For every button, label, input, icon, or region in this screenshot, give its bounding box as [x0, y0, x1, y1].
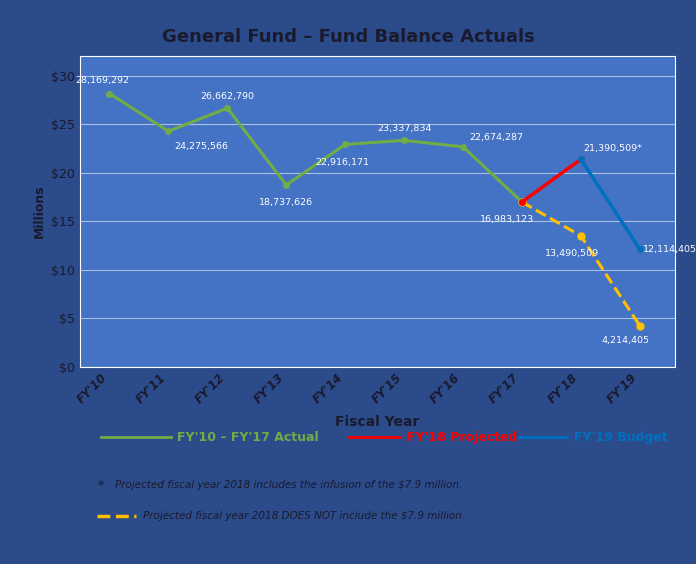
Text: 21,390,509*: 21,390,509* — [584, 144, 642, 153]
Text: 22,916,171: 22,916,171 — [315, 158, 370, 168]
Text: *: * — [97, 478, 104, 492]
Text: 13,490,509: 13,490,509 — [545, 249, 599, 258]
Text: Projected fiscal year 2018 DOES NOT include the $7.9 million.: Projected fiscal year 2018 DOES NOT incl… — [143, 511, 465, 521]
Text: 4,214,405: 4,214,405 — [601, 336, 649, 345]
Text: FY'19 Budget: FY'19 Budget — [574, 430, 668, 444]
Text: FY'10 – FY'17 Actual: FY'10 – FY'17 Actual — [177, 430, 319, 444]
Text: 23,337,834: 23,337,834 — [377, 124, 432, 133]
Text: Projected fiscal year 2018 includes the infusion of the $7.9 million.: Projected fiscal year 2018 includes the … — [115, 480, 462, 490]
Text: 22,674,287: 22,674,287 — [469, 133, 523, 142]
Text: 12,114,405: 12,114,405 — [642, 245, 696, 254]
Text: 16,983,123: 16,983,123 — [480, 215, 535, 224]
Text: General Fund – Fund Balance Actuals: General Fund – Fund Balance Actuals — [161, 28, 535, 46]
Text: 18,737,626: 18,737,626 — [259, 198, 313, 207]
Text: FY'18 Projected: FY'18 Projected — [407, 430, 517, 444]
X-axis label: Fiscal Year: Fiscal Year — [335, 415, 420, 429]
Text: 26,662,790: 26,662,790 — [200, 92, 254, 101]
Text: 24,275,566: 24,275,566 — [174, 142, 228, 151]
Y-axis label: Millions: Millions — [33, 184, 46, 239]
Text: 28,169,292: 28,169,292 — [75, 77, 129, 85]
